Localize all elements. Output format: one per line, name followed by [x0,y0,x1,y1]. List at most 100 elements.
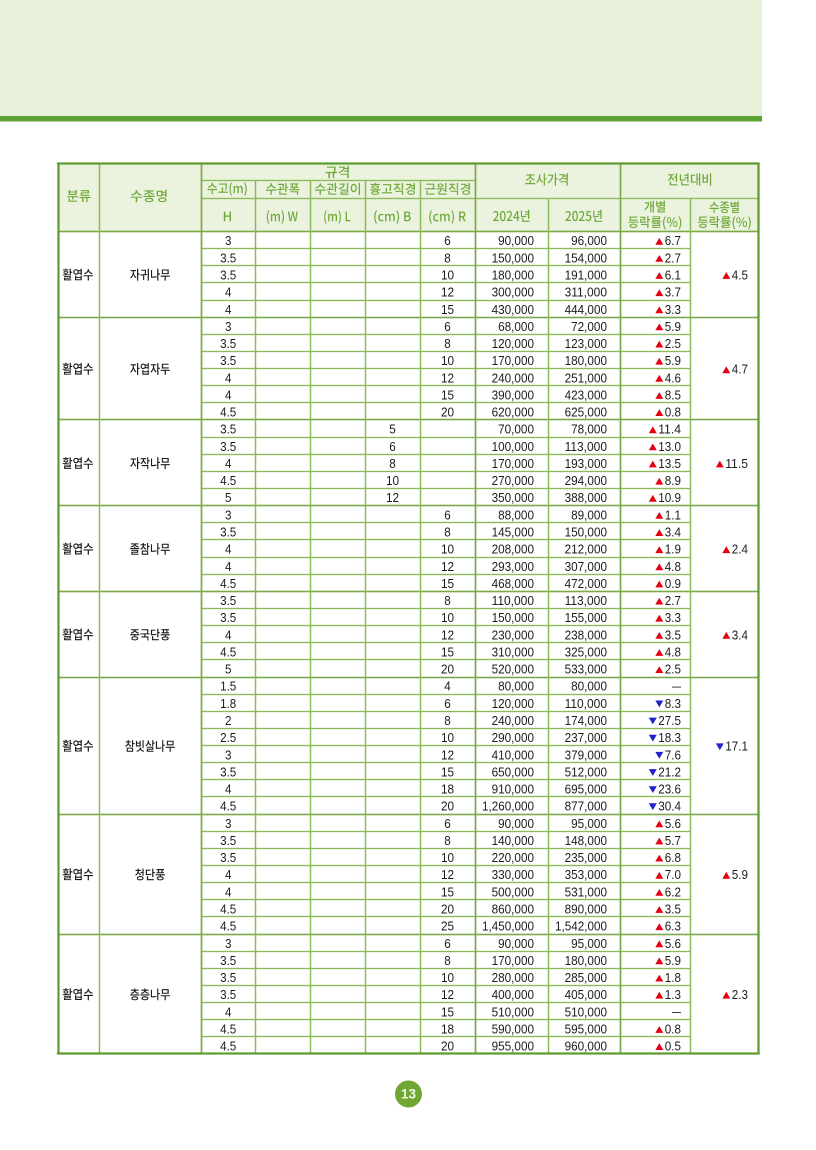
svg-text:650,000: 650,000 [492,764,534,779]
svg-text:113,000: 113,000 [565,593,607,608]
svg-text:533,000: 533,000 [565,662,607,677]
svg-text:95,000: 95,000 [571,816,607,831]
svg-text:3.3: 3.3 [665,610,681,625]
svg-text:6.2: 6.2 [665,884,681,899]
svg-text:695,000: 695,000 [565,782,607,797]
svg-text:6.3: 6.3 [665,919,681,934]
svg-text:95,000: 95,000 [571,936,607,951]
svg-text:8: 8 [444,593,451,608]
svg-text:10: 10 [441,542,454,557]
svg-text:12: 12 [386,490,399,505]
svg-text:3: 3 [225,747,232,762]
svg-text:20: 20 [441,405,454,420]
svg-text:2.7: 2.7 [665,250,681,265]
svg-text:12: 12 [441,285,454,300]
svg-text:15: 15 [441,387,454,402]
svg-text:4.5: 4.5 [220,902,236,917]
svg-text:13.5: 13.5 [658,456,681,471]
svg-text:11.4: 11.4 [658,422,681,437]
svg-text:325,000: 325,000 [565,645,607,660]
svg-text:230,000: 230,000 [492,627,534,642]
svg-text:6: 6 [444,319,451,334]
svg-text:4: 4 [225,782,232,797]
svg-text:4.5: 4.5 [220,1039,236,1054]
svg-text:890,000: 890,000 [565,902,607,917]
svg-text:3.5: 3.5 [220,953,236,968]
svg-text:350,000: 350,000 [492,490,534,505]
svg-text:379,000: 379,000 [565,747,607,762]
svg-text:6: 6 [444,507,451,522]
svg-text:8: 8 [444,953,451,968]
svg-text:30.4: 30.4 [658,799,681,814]
svg-text:3: 3 [225,936,232,951]
svg-text:6: 6 [444,696,451,711]
svg-text:8: 8 [444,833,451,848]
svg-text:293,000: 293,000 [492,559,534,574]
svg-text:100,000: 100,000 [492,439,534,454]
svg-text:860,000: 860,000 [492,902,534,917]
svg-text:–: – [672,1004,682,1019]
svg-text:3: 3 [225,233,232,248]
svg-text:170,000: 170,000 [492,953,534,968]
svg-text:251,000: 251,000 [565,370,607,385]
svg-text:15: 15 [441,1004,454,1019]
svg-text:180,000: 180,000 [565,953,607,968]
svg-text:2.4: 2.4 [732,542,748,557]
svg-text:150,000: 150,000 [492,250,534,265]
svg-text:11.5: 11.5 [725,456,748,471]
svg-text:20: 20 [441,1039,454,1054]
svg-text:2.5: 2.5 [665,336,681,351]
svg-text:4: 4 [225,302,232,317]
svg-text:311,000: 311,000 [565,285,607,300]
svg-text:155,000: 155,000 [565,610,607,625]
svg-text:5: 5 [225,490,232,505]
svg-text:5.9: 5.9 [665,353,681,368]
svg-text:4.5: 4.5 [220,1021,236,1036]
svg-text:3.5: 3.5 [220,422,236,437]
svg-text:150,000: 150,000 [565,525,607,540]
svg-text:910,000: 910,000 [492,782,534,797]
svg-text:96,000: 96,000 [571,233,607,248]
svg-text:3.7: 3.7 [665,285,681,300]
svg-text:72,000: 72,000 [571,319,607,334]
svg-text:500,000: 500,000 [492,884,534,899]
svg-text:80,000: 80,000 [571,679,607,694]
svg-text:0.8: 0.8 [665,405,681,420]
svg-text:15: 15 [441,302,454,317]
svg-text:4.5: 4.5 [220,473,236,488]
svg-text:12: 12 [441,867,454,882]
svg-text:12: 12 [441,627,454,642]
svg-text:3.5: 3.5 [665,902,681,917]
svg-text:3: 3 [225,507,232,522]
svg-text:595,000: 595,000 [565,1021,607,1036]
svg-text:88,000: 88,000 [498,507,534,522]
svg-text:4: 4 [225,456,232,471]
svg-text:18: 18 [441,782,454,797]
svg-text:0.9: 0.9 [665,576,681,591]
svg-text:110,000: 110,000 [492,593,534,608]
svg-text:423,000: 423,000 [565,387,607,402]
svg-text:1,260,000: 1,260,000 [482,799,534,814]
svg-text:2.5: 2.5 [665,662,681,677]
svg-text:4.5: 4.5 [220,576,236,591]
svg-text:1.1: 1.1 [665,507,681,522]
svg-text:10: 10 [441,610,454,625]
svg-text:212,000: 212,000 [565,542,607,557]
svg-text:390,000: 390,000 [492,387,534,402]
svg-text:70,000: 70,000 [498,422,534,437]
svg-text:238,000: 238,000 [565,627,607,642]
svg-text:5: 5 [225,662,232,677]
svg-text:590,000: 590,000 [492,1021,534,1036]
svg-text:140,000: 140,000 [492,833,534,848]
svg-text:15: 15 [441,645,454,660]
svg-text:20: 20 [441,902,454,917]
svg-text:13.0: 13.0 [658,439,681,454]
svg-text:0.5: 0.5 [665,1039,681,1054]
svg-text:2.7: 2.7 [665,593,681,608]
svg-text:6.8: 6.8 [665,850,681,865]
svg-text:12: 12 [441,987,454,1002]
svg-text:1.9: 1.9 [665,542,681,557]
svg-text:2: 2 [225,713,232,728]
svg-text:191,000: 191,000 [565,268,607,283]
svg-text:170,000: 170,000 [492,456,534,471]
